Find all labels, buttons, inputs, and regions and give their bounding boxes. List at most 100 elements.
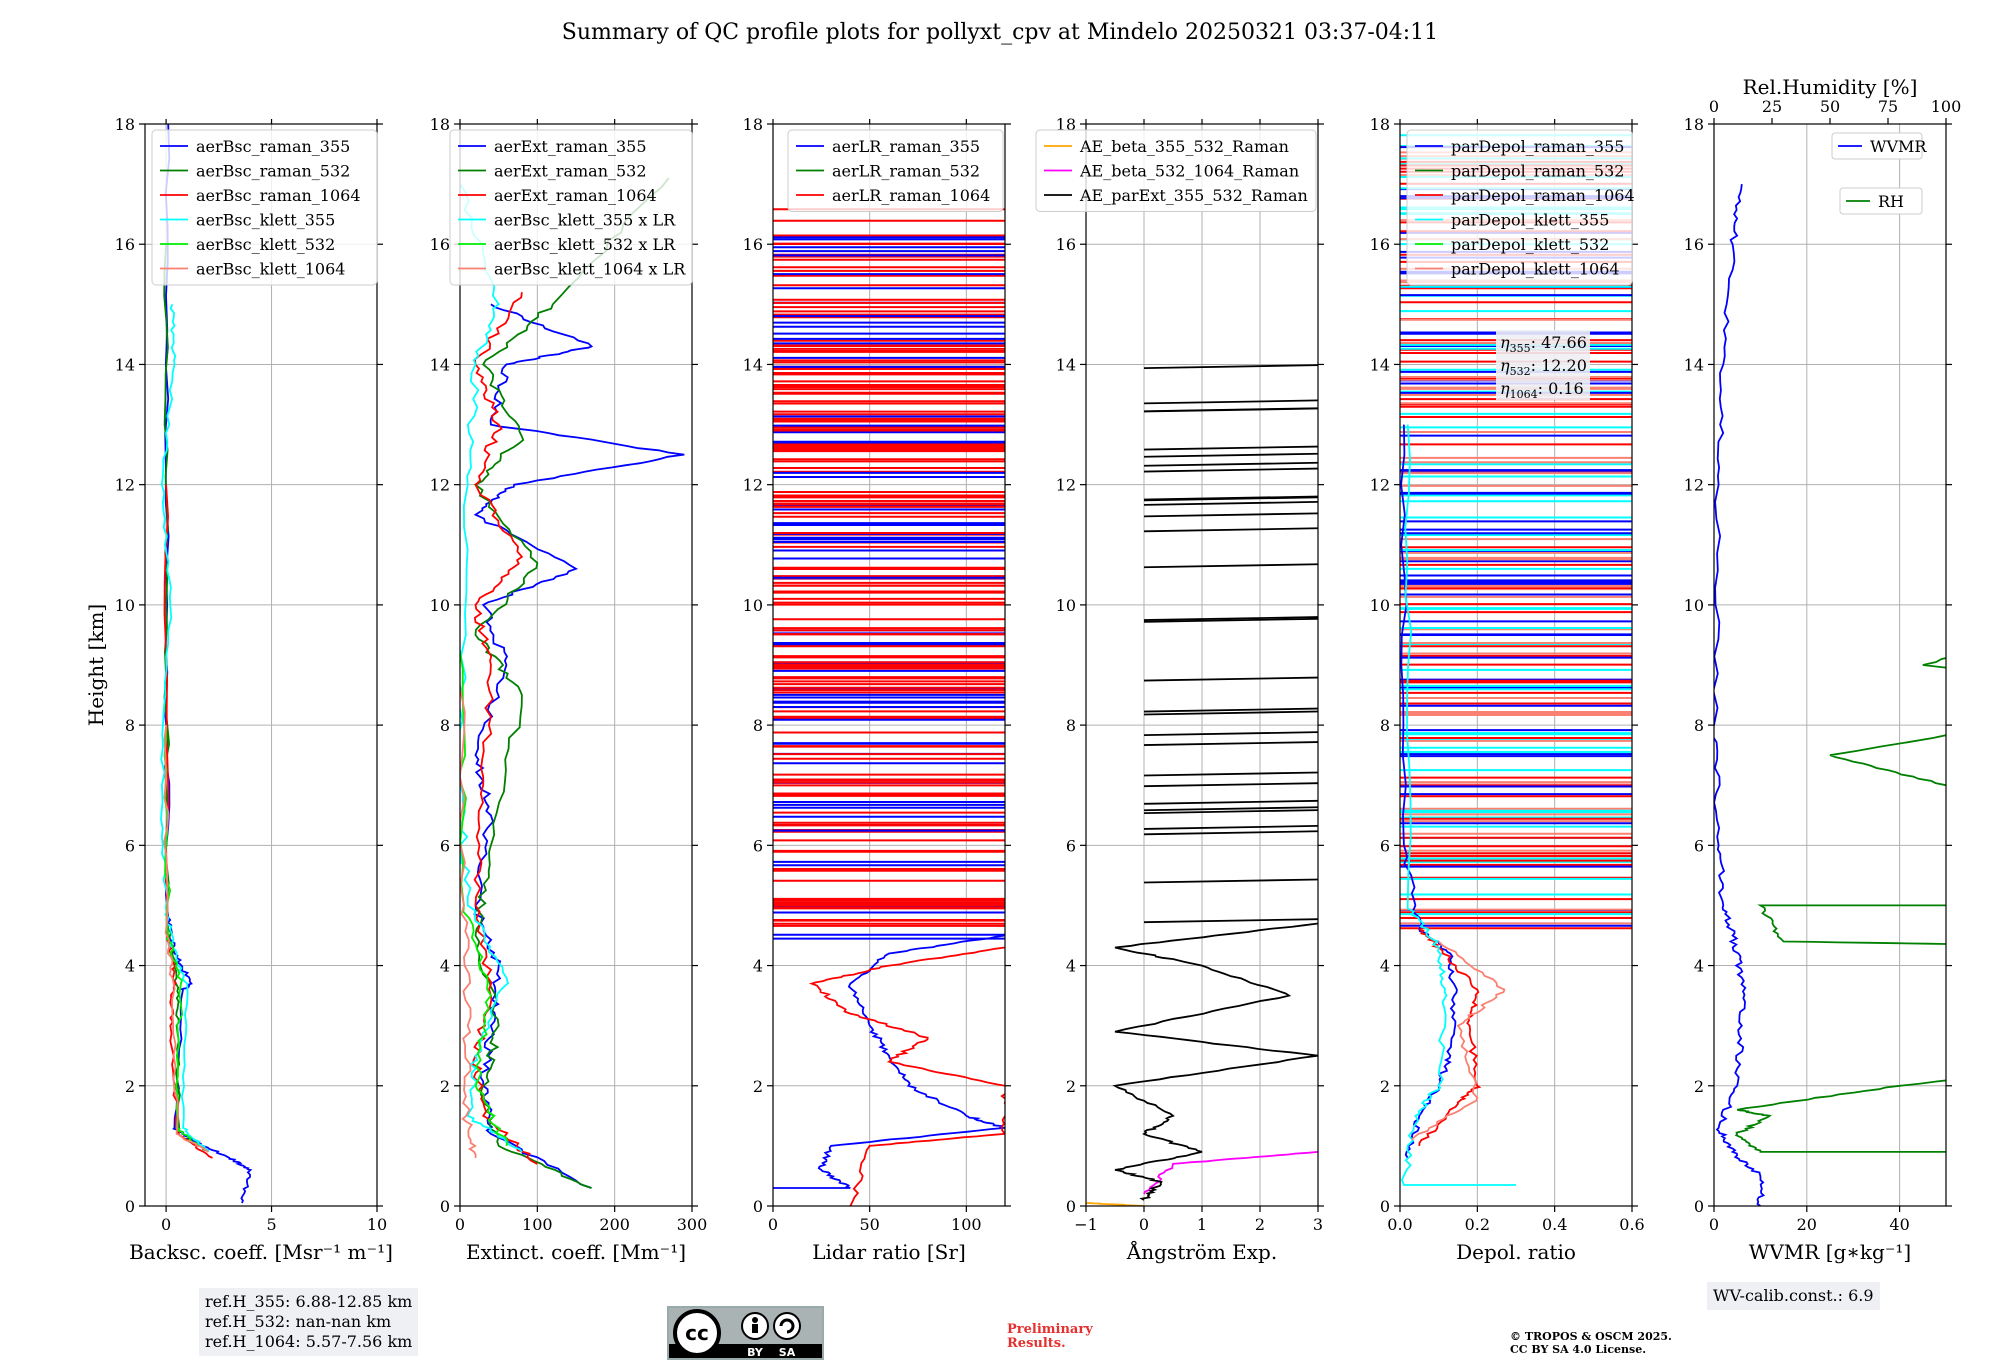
ae-noise-line [1143, 496, 1318, 502]
ae-noise-line [1143, 445, 1318, 451]
y-tick-label-lr: 14 [743, 355, 763, 374]
cc-license-badge: cc BY SA [667, 1306, 824, 1360]
x-tick-label-ang: 2 [1255, 1215, 1265, 1234]
preliminary-line-2: Results. [1007, 1336, 1066, 1351]
top-tick-label-wv: 50 [1820, 97, 1840, 116]
series-line-aerBsc_raman_1064 [163, 484, 213, 1159]
eta-label-355: η355: 47.66 [1500, 333, 1587, 355]
y-tick-label-ext: 10 [430, 596, 450, 615]
cc-sa-text: SA [779, 1346, 796, 1358]
x-tick-label-lr: 50 [859, 1215, 879, 1234]
x-axis-label-bsc: Backsc. coeff. [Msr⁻¹ m⁻¹] [129, 1240, 393, 1264]
legend-label-lr: aerLR_raman_532 [832, 162, 980, 181]
y-tick-label-bsc: 0 [125, 1197, 135, 1216]
ae-noise-line [1143, 771, 1318, 777]
ae-noise-line [1143, 563, 1318, 569]
x-tick-label-bsc: 0 [161, 1215, 171, 1234]
y-tick-label-bsc: 10 [115, 596, 135, 615]
ae-noise-line [1143, 782, 1318, 788]
x-axis-label-ext: Extinct. coeff. [Mm⁻¹] [466, 1240, 686, 1264]
y-tick-label-ext: 16 [430, 235, 450, 254]
y-tick-label-wv: 6 [1694, 836, 1704, 855]
cc-by-text: BY [747, 1346, 764, 1358]
x-tick-label-ext: 0 [455, 1215, 465, 1234]
series-line-AE_parExt_355_532_Raman [1112, 922, 1318, 1201]
legend-box-WVMR [1831, 132, 1923, 160]
y-tick-label-ang: 10 [1056, 596, 1076, 615]
x-tick-label-wv: 40 [1889, 1215, 1909, 1234]
legend-label-RH: RH [1878, 192, 1904, 211]
y-tick-label-ang: 18 [1056, 115, 1076, 134]
x-tick-label-ang: 0 [1139, 1215, 1149, 1234]
top-axis-label-wv: Rel.Humidity [%] [1743, 75, 1918, 99]
ref-height-532: ref.H_532: nan-nan km [205, 1312, 392, 1331]
series-line-parDepol_klett_1064 [1410, 940, 1506, 1141]
series-line-aerExt_raman_355 [473, 303, 685, 1189]
legend-label-lr: aerLR_raman_1064 [832, 186, 990, 205]
plot-area-depol [1400, 124, 1632, 1206]
ae-noise-line [1143, 809, 1318, 814]
legend-label-bsc: aerBsc_klett_532 [196, 235, 335, 254]
axes-frame-wv [1713, 123, 1947, 1207]
y-tick-label-ext: 2 [440, 1077, 450, 1096]
series-line-aerBsc_klett_1064 x LR [460, 604, 477, 1158]
legend-label-ext: aerBsc_klett_355 x LR [494, 211, 676, 230]
y-tick-label-bsc: 12 [115, 476, 135, 495]
x-tick-label-ang: −1 [1074, 1215, 1098, 1234]
eta-label-1064: η1064: 0.16 [1500, 379, 1584, 401]
ae-noise-line [1143, 617, 1318, 623]
y-tick-label-wv: 16 [1684, 235, 1704, 254]
top-tick-label-wv: 25 [1762, 97, 1782, 116]
plot-area-ext [460, 124, 692, 1206]
y-tick-label-lr: 8 [753, 716, 763, 735]
legend-box-ang [1035, 129, 1317, 212]
series-line-aerBsc_klett_1064 [163, 725, 209, 1153]
y-tick-label-bsc: 6 [125, 836, 135, 855]
series-line-aerBsc_klett_532 x LR [460, 604, 509, 1147]
y-tick-label-depol: 2 [1380, 1077, 1390, 1096]
legend-label-ext: aerExt_raman_532 [494, 162, 647, 181]
legend-box-lr [787, 129, 1004, 212]
legend-label-ang: AE_beta_532_1064_Raman [1079, 162, 1299, 181]
y-tick-label-wv: 14 [1684, 355, 1704, 374]
y-tick-label-bsc: 14 [115, 355, 135, 374]
ae-noise-line [1143, 467, 1318, 473]
copyright-line-2: CC BY SA 4.0 License. [1510, 1343, 1647, 1356]
series-line-AE_beta_532_1064_Raman [1143, 1151, 1318, 1195]
y-tick-label-lr: 2 [753, 1077, 763, 1096]
y-tick-label-ang: 4 [1066, 957, 1076, 976]
x-tick-label-ext: 200 [599, 1215, 630, 1234]
eta-label-532: η532: 12.20 [1500, 356, 1587, 378]
ae-noise-line [1143, 707, 1318, 713]
y-tick-label-ang: 6 [1066, 836, 1076, 855]
series-line-parDepol_klett_355 [1400, 424, 1516, 1186]
series-line-aerBsc_raman_532 [163, 244, 210, 1153]
ae-noise-line [1143, 710, 1318, 716]
ref-height-box: ref.H_355: 6.88-12.85 km ref.H_532: nan-… [199, 1288, 419, 1356]
y-tick-label-ext: 12 [430, 476, 450, 495]
ae-noise-line [1143, 364, 1318, 370]
y-tick-label-bsc: 16 [115, 235, 135, 254]
legend-box-ext [449, 129, 693, 286]
axes-frame-bsc [144, 123, 378, 1207]
x-axis-label-lr: Lidar ratio [Sr] [812, 1240, 966, 1264]
x-axis-label-depol: Depol. ratio [1456, 1240, 1576, 1264]
ae-noise-line [1143, 741, 1318, 746]
legend-label-ext: aerExt_raman_1064 [494, 186, 657, 205]
series-line-RH [1734, 657, 1946, 1153]
x-tick-label-ang: 3 [1313, 1215, 1323, 1234]
y-tick-label-ext: 14 [430, 355, 450, 374]
legend-label-ext: aerExt_raman_355 [494, 137, 647, 156]
series-line-aerLR_raman_1064 [808, 946, 1005, 1206]
series-line-WVMR [1714, 183, 1766, 1206]
plot-area-ang [1086, 124, 1318, 1206]
ref-height-1064: ref.H_1064: 5.57-7.56 km [205, 1332, 413, 1351]
legend-box-RH [1839, 187, 1923, 215]
y-tick-label-bsc: 2 [125, 1077, 135, 1096]
y-tick-label-wv: 0 [1694, 1197, 1704, 1216]
y-tick-label-wv: 12 [1684, 476, 1704, 495]
legend-label-depol: parDepol_klett_355 [1451, 211, 1609, 230]
y-tick-label-lr: 16 [743, 235, 763, 254]
legend-label-depol: parDepol_klett_1064 [1451, 260, 1620, 279]
